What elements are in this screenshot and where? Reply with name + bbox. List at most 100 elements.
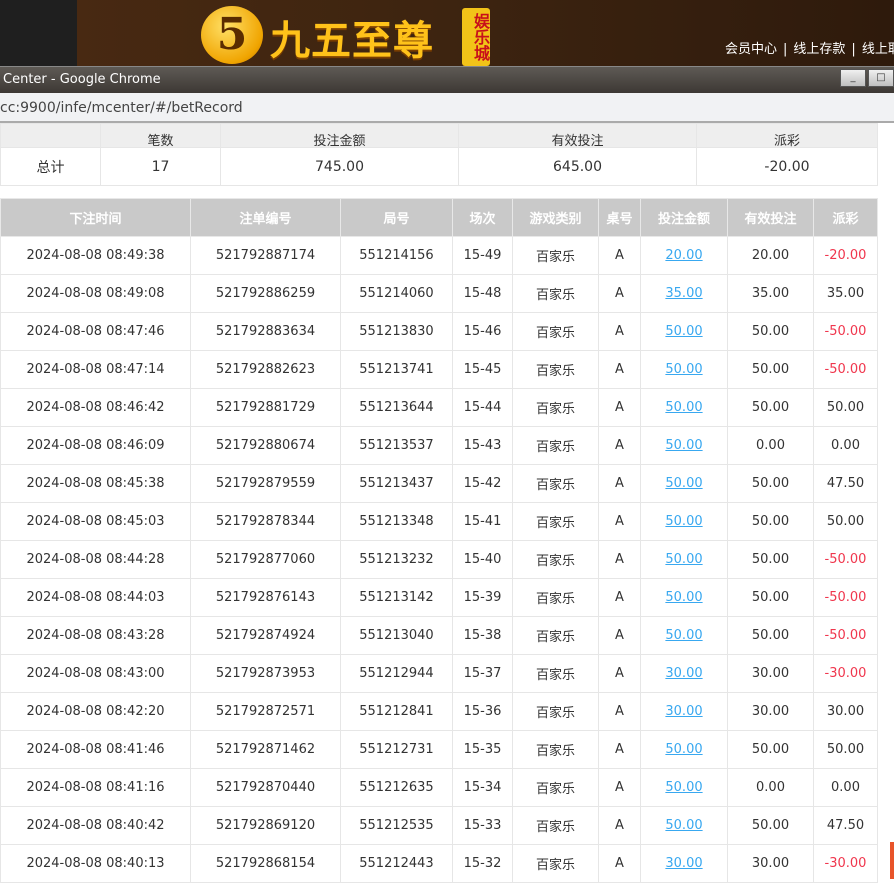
bet-id-cell: 521792882623	[215, 362, 316, 377]
link-member-center[interactable]: 会员中心	[725, 42, 778, 57]
game-type-cell: 百家乐	[535, 782, 575, 797]
table-td: A	[598, 502, 641, 541]
column-header: 局号	[340, 198, 453, 237]
bet-amount-cell[interactable]: 50.00	[665, 780, 703, 795]
table-row: 2024-08-08 08:42:20 521792872571 551212841…	[0, 692, 878, 731]
game-type-td: 百家乐	[512, 844, 599, 883]
bet-amount-cell[interactable]: 20.00	[665, 248, 703, 263]
bet-time-cell: 2024-08-08 08:49:38	[26, 248, 165, 263]
table-td: A	[598, 274, 641, 313]
bet-id-td: 521792886259	[190, 274, 341, 313]
session-td: 15-46	[452, 312, 513, 351]
summary-payout: -20.00	[696, 147, 878, 186]
bet-amount-cell[interactable]: 50.00	[665, 742, 703, 757]
session-cell: 15-44	[463, 400, 502, 415]
bet-time-cell: 2024-08-08 08:45:38	[26, 476, 165, 491]
bet-id-cell: 521792879559	[215, 476, 316, 491]
bet-amount-cell[interactable]: 30.00	[665, 704, 703, 719]
bet-amount-cell[interactable]: 50.00	[665, 400, 703, 415]
bet-time-td: 2024-08-08 08:40:13	[0, 844, 191, 883]
bet-amount-cell[interactable]: 50.00	[665, 818, 703, 833]
bet-amount-cell[interactable]: 50.00	[665, 628, 703, 643]
table-td: A	[598, 236, 641, 275]
bet-time-td: 2024-08-08 08:40:42	[0, 806, 191, 845]
payout-td: -50.00	[813, 616, 878, 655]
maximize-button[interactable]: □	[868, 69, 894, 87]
table-cell: A	[615, 476, 624, 491]
game-type-td: 百家乐	[512, 806, 599, 845]
bet-time-td: 2024-08-08 08:49:08	[0, 274, 191, 313]
table-cell: A	[615, 552, 624, 567]
bet-amount-cell[interactable]: 30.00	[665, 856, 703, 871]
table-td: A	[598, 806, 641, 845]
bet-amount-cell[interactable]: 50.00	[665, 552, 703, 567]
table-row: 2024-08-08 08:45:03 521792878344 551213348…	[0, 502, 878, 541]
address-bar[interactable]: cc:9900/infe/mcenter/#/betRecord	[0, 93, 894, 123]
round-id-cell: 551213437	[359, 476, 434, 491]
game-type-cell: 百家乐	[535, 250, 575, 265]
bet-id-td: 521792882623	[190, 350, 341, 389]
game-type-cell: 百家乐	[535, 668, 575, 683]
payout-td: 50.00	[813, 502, 878, 541]
game-type-td: 百家乐	[512, 388, 599, 427]
valid-bet-cell: 0.00	[756, 780, 785, 795]
bet-time-cell: 2024-08-08 08:44:03	[26, 590, 165, 605]
banner-left-dark	[0, 0, 77, 66]
minimize-button[interactable]: _	[840, 69, 866, 87]
round-id-cell: 551213830	[359, 324, 434, 339]
bet-amount-cell[interactable]: 50.00	[665, 476, 703, 491]
bet-amount-cell[interactable]: 30.00	[665, 666, 703, 681]
table-td: A	[598, 350, 641, 389]
game-type-td: 百家乐	[512, 540, 599, 579]
table-row: 2024-08-08 08:47:46 521792883634 551213830…	[0, 312, 878, 351]
link-deposit[interactable]: 线上存款	[793, 42, 846, 57]
round-id-td: 551213040	[340, 616, 453, 655]
valid-bet-td: 50.00	[727, 578, 814, 617]
session-td: 15-43	[452, 426, 513, 465]
table-row: 2024-08-08 08:41:16 521792870440 551212635…	[0, 768, 878, 807]
game-type-cell: 百家乐	[535, 288, 575, 303]
valid-bet-cell: 50.00	[751, 552, 790, 567]
payout-cell: -50.00	[824, 628, 867, 643]
bet-time-cell: 2024-08-08 08:41:16	[26, 780, 165, 795]
summary-header: 派彩	[696, 123, 878, 148]
bet-amount-td: 35.00	[640, 274, 728, 313]
valid-bet-td: 50.00	[727, 540, 814, 579]
table-header-row: 下注时间 注单编号 局号 场次 游戏类别 桌号 投注金额 有效投注 派彩	[0, 198, 878, 237]
session-cell: 15-33	[463, 818, 502, 833]
payout-td: -30.00	[813, 654, 878, 693]
bet-time-td: 2024-08-08 08:44:28	[0, 540, 191, 579]
link-withdraw[interactable]: 线上取	[861, 42, 894, 57]
valid-bet-cell: 20.00	[751, 248, 790, 263]
game-type-cell: 百家乐	[535, 706, 575, 721]
summary-header: 投注金额	[220, 123, 459, 148]
bet-amount-cell[interactable]: 35.00	[665, 286, 703, 301]
bet-id-cell: 521792877060	[215, 552, 316, 567]
bet-id-td: 521792879559	[190, 464, 341, 503]
payout-td: -50.00	[813, 540, 878, 579]
payout-td: 35.00	[813, 274, 878, 313]
bet-amount-cell[interactable]: 50.00	[665, 438, 703, 453]
bet-amount-td: 50.00	[640, 502, 728, 541]
valid-bet-cell: 0.00	[756, 438, 785, 453]
bet-amount-td: 30.00	[640, 692, 728, 731]
valid-bet-td: 50.00	[727, 350, 814, 389]
bet-amount-td: 30.00	[640, 654, 728, 693]
valid-bet-td: 50.00	[727, 312, 814, 351]
session-cell: 15-43	[463, 438, 502, 453]
bet-amount-cell[interactable]: 50.00	[665, 590, 703, 605]
bet-id-cell: 521792883634	[215, 324, 316, 339]
session-cell: 15-32	[463, 856, 502, 871]
floating-widget-edge[interactable]	[890, 842, 894, 879]
payout-cell: 30.00	[826, 704, 865, 719]
game-type-td: 百家乐	[512, 654, 599, 693]
bet-amount-cell[interactable]: 50.00	[665, 324, 703, 339]
bet-time-cell: 2024-08-08 08:47:46	[26, 324, 165, 339]
bet-time-td: 2024-08-08 08:45:38	[0, 464, 191, 503]
column-header: 下注时间	[0, 198, 191, 237]
bet-amount-cell[interactable]: 50.00	[665, 362, 703, 377]
round-id-td: 551214060	[340, 274, 453, 313]
bet-amount-cell[interactable]: 50.00	[665, 514, 703, 529]
bet-records-table: 下注时间 注单编号 局号 场次 游戏类别 桌号 投注金额 有效投注 派彩 2024-08-08 …	[0, 198, 878, 883]
payout-cell: 35.00	[826, 286, 865, 301]
